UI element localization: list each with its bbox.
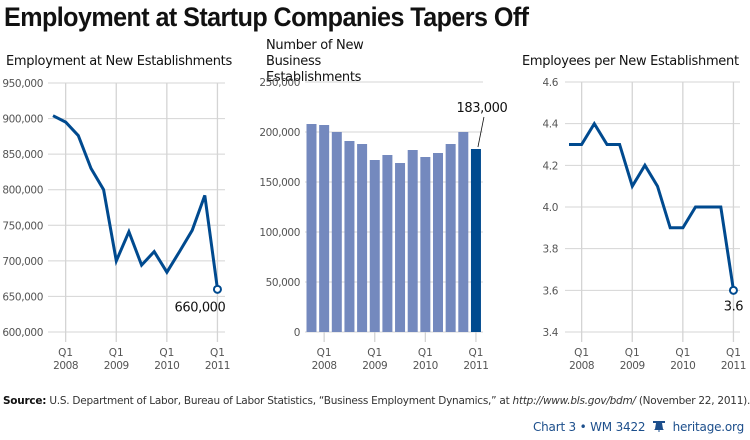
series-line	[52, 114, 219, 290]
x-tick-label-year: 2011	[463, 360, 488, 372]
chart-3-title: Employees per New Establishment	[522, 54, 739, 69]
y-tick-label: 50,000	[266, 277, 300, 289]
x-tick-label-year: 2010	[413, 360, 438, 372]
y-tick-label: 600,000	[2, 327, 43, 339]
y-tick-label: 650,000	[2, 291, 43, 303]
bar	[420, 157, 431, 332]
x-tick-label-year: 2009	[362, 360, 387, 372]
x-tick-label-quarter: Q1	[109, 347, 124, 359]
y-tick-label: 4.2	[543, 160, 559, 172]
footer-credit: Chart 3 • WM 3422 heritage.org	[533, 420, 744, 434]
bar	[344, 141, 355, 332]
x-tick-label-year: 2011	[721, 360, 746, 372]
x-tick-label-quarter: Q1	[574, 347, 589, 359]
bar	[395, 163, 406, 332]
x-tick-label-quarter: Q1	[625, 347, 640, 359]
bar	[382, 155, 393, 332]
x-tick-label-quarter: Q1	[675, 347, 690, 359]
x-tick-label-year: 2010	[670, 360, 695, 372]
y-tick-label: 3.8	[543, 244, 559, 256]
y-tick-label: 750,000	[2, 220, 43, 232]
end-point-marker	[212, 284, 222, 294]
y-tick-label: 150,000	[259, 177, 300, 189]
x-tick-label-year: 2008	[569, 360, 594, 372]
chart-1: 600,000 650,000 700,000 750,000 800,000 850,0…	[2, 78, 230, 372]
y-tick-label: 200,000	[259, 127, 300, 139]
bar	[458, 132, 469, 332]
x-tick-label-year: 2011	[205, 360, 230, 372]
bar	[306, 124, 317, 332]
page-title: Employment at Startup Companies Tapers O…	[4, 2, 529, 32]
liberty-bell-icon	[652, 421, 665, 432]
source-label: Source:	[3, 395, 47, 407]
y-tick-label: 950,000	[2, 78, 43, 90]
x-tick-label-quarter: Q1	[159, 347, 174, 359]
x-tick-label-year: 2008	[53, 360, 78, 372]
source-url[interactable]: http://www.bls.gov/bdm/	[512, 395, 636, 407]
y-tick-label: 3.4	[543, 327, 559, 339]
x-tick-label-quarter: Q1	[58, 347, 73, 359]
x-tick-label-year: 2010	[154, 360, 179, 372]
report-number: WM 3422	[590, 420, 646, 434]
x-tick-label-quarter: Q1	[468, 347, 483, 359]
x-tick-label-quarter: Q1	[367, 347, 382, 359]
chart-2: 050,000100,000150,000200,000250,000Q1200…	[259, 77, 508, 372]
bar	[331, 132, 342, 332]
y-tick-label: 3.6	[543, 285, 559, 297]
bar	[369, 160, 380, 332]
bar	[357, 144, 368, 332]
source-text: U.S. Department of Labor, Bureau of Labo…	[46, 395, 513, 407]
y-tick-label: 800,000	[2, 185, 43, 197]
y-tick-label: 4.6	[543, 77, 559, 89]
y-tick-label: 900,000	[2, 114, 43, 126]
y-tick-label: 700,000	[2, 256, 43, 268]
chart-number: Chart 3	[532, 420, 576, 434]
source-note: Source: U.S. Department of Labor, Bureau…	[3, 395, 750, 407]
data-label: 660,000	[174, 300, 225, 315]
y-tick-label: 250,000	[259, 77, 300, 89]
chart-3: 3.43.63.84.04.24.44.6Q12008Q12009Q12010Q…	[543, 77, 747, 372]
x-tick-label-year: 2008	[312, 360, 337, 372]
data-label: 3.6	[724, 299, 744, 314]
series-line	[569, 120, 735, 291]
x-tick-label-quarter: Q1	[210, 347, 225, 359]
bar	[433, 153, 443, 332]
chart-2-title: Number of New Business Establishments	[266, 38, 364, 85]
y-tick-label: 4.4	[543, 119, 559, 131]
annotation-leader	[477, 116, 485, 148]
y-tick-label: 4.0	[543, 202, 559, 214]
charts-canvas: 600,000 650,000 700,000 750,000 800,000 850,0…	[2, 77, 747, 372]
x-tick-label-quarter: Q1	[418, 347, 433, 359]
y-tick-label: 100,000	[259, 227, 300, 239]
chart-1-title: Employment at New Establishments	[6, 54, 232, 69]
site-link[interactable]: heritage.org	[672, 420, 745, 434]
source-date: (November 22, 2011).	[635, 395, 750, 407]
data-label: 183,000	[456, 101, 507, 116]
footer-separator: •	[579, 420, 587, 434]
x-tick-label-year: 2009	[620, 360, 645, 372]
end-point-marker	[728, 285, 738, 295]
x-tick-label-year: 2009	[104, 360, 129, 372]
x-tick-label-quarter: Q1	[726, 347, 741, 359]
bar	[319, 125, 330, 332]
x-tick-label-quarter: Q1	[317, 347, 332, 359]
bar	[445, 144, 456, 332]
y-tick-label: 0	[294, 327, 300, 339]
bar	[470, 149, 481, 332]
bar	[407, 150, 418, 332]
y-tick-label: 850,000	[2, 149, 43, 161]
